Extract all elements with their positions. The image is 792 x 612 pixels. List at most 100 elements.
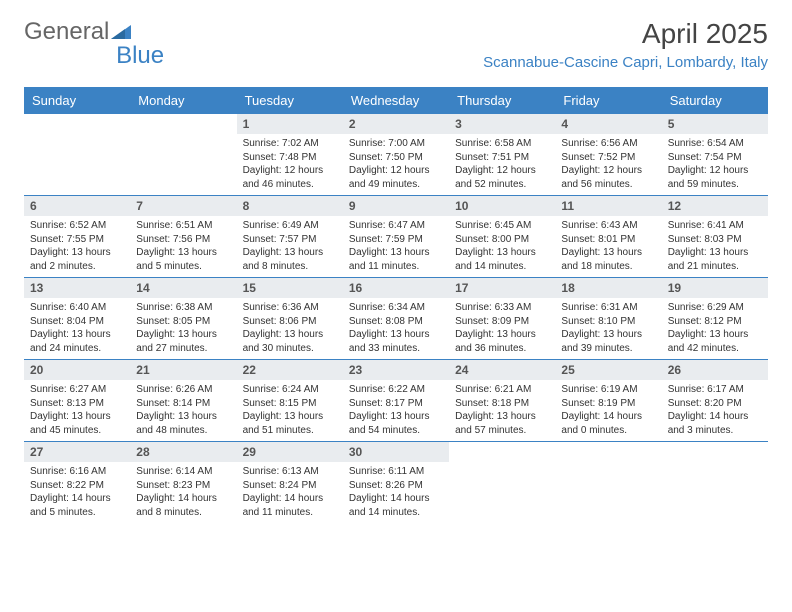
day-cell: 12Sunrise: 6:41 AMSunset: 8:03 PMDayligh…: [662, 196, 768, 278]
day-content: Sunrise: 6:51 AMSunset: 7:56 PMDaylight:…: [130, 216, 236, 277]
day-cell: 11Sunrise: 6:43 AMSunset: 8:01 PMDayligh…: [555, 196, 661, 278]
day-cell: [449, 442, 555, 523]
day-number: 6: [24, 196, 130, 216]
day-number: 12: [662, 196, 768, 216]
day-number: 8: [237, 196, 343, 216]
day-cell: 23Sunrise: 6:22 AMSunset: 8:17 PMDayligh…: [343, 360, 449, 442]
day-content: Sunrise: 6:14 AMSunset: 8:23 PMDaylight:…: [130, 462, 236, 523]
day-number: 25: [555, 360, 661, 380]
day-content: Sunrise: 6:49 AMSunset: 7:57 PMDaylight:…: [237, 216, 343, 277]
day-cell: 2Sunrise: 7:00 AMSunset: 7:50 PMDaylight…: [343, 114, 449, 196]
day-content: Sunrise: 6:58 AMSunset: 7:51 PMDaylight:…: [449, 134, 555, 195]
day-content: Sunrise: 6:43 AMSunset: 8:01 PMDaylight:…: [555, 216, 661, 277]
day-cell: 24Sunrise: 6:21 AMSunset: 8:18 PMDayligh…: [449, 360, 555, 442]
logo-triangle-icon: [111, 23, 133, 41]
day-cell: 6Sunrise: 6:52 AMSunset: 7:55 PMDaylight…: [24, 196, 130, 278]
day-number: 1: [237, 114, 343, 134]
day-number: 5: [662, 114, 768, 134]
day-number: 20: [24, 360, 130, 380]
day-cell: 10Sunrise: 6:45 AMSunset: 8:00 PMDayligh…: [449, 196, 555, 278]
day-content: Sunrise: 6:33 AMSunset: 8:09 PMDaylight:…: [449, 298, 555, 359]
day-content: Sunrise: 6:26 AMSunset: 8:14 PMDaylight:…: [130, 380, 236, 441]
day-number: 11: [555, 196, 661, 216]
day-cell: 21Sunrise: 6:26 AMSunset: 8:14 PMDayligh…: [130, 360, 236, 442]
day-number: 3: [449, 114, 555, 134]
day-cell: [555, 442, 661, 523]
day-number: 16: [343, 278, 449, 298]
day-cell: 3Sunrise: 6:58 AMSunset: 7:51 PMDaylight…: [449, 114, 555, 196]
day-number: 14: [130, 278, 236, 298]
day-cell: 18Sunrise: 6:31 AMSunset: 8:10 PMDayligh…: [555, 278, 661, 360]
day-cell: 20Sunrise: 6:27 AMSunset: 8:13 PMDayligh…: [24, 360, 130, 442]
day-content: Sunrise: 6:41 AMSunset: 8:03 PMDaylight:…: [662, 216, 768, 277]
title-block: April 2025 Scannabue-Cascine Capri, Lomb…: [483, 18, 768, 71]
day-content: Sunrise: 6:22 AMSunset: 8:17 PMDaylight:…: [343, 380, 449, 441]
day-cell: 30Sunrise: 6:11 AMSunset: 8:26 PMDayligh…: [343, 442, 449, 523]
day-cell: 19Sunrise: 6:29 AMSunset: 8:12 PMDayligh…: [662, 278, 768, 360]
day-content: Sunrise: 6:52 AMSunset: 7:55 PMDaylight:…: [24, 216, 130, 277]
day-number: 13: [24, 278, 130, 298]
day-content: Sunrise: 7:00 AMSunset: 7:50 PMDaylight:…: [343, 134, 449, 195]
day-cell: [130, 114, 236, 196]
day-content: Sunrise: 6:45 AMSunset: 8:00 PMDaylight:…: [449, 216, 555, 277]
day-number: 26: [662, 360, 768, 380]
day-number: 7: [130, 196, 236, 216]
day-number: 10: [449, 196, 555, 216]
day-header: Saturday: [662, 87, 768, 114]
logo-text-blue-row: General Blue: [24, 42, 164, 70]
day-cell: 26Sunrise: 6:17 AMSunset: 8:20 PMDayligh…: [662, 360, 768, 442]
day-header: Monday: [130, 87, 236, 114]
day-number: 21: [130, 360, 236, 380]
day-cell: 27Sunrise: 6:16 AMSunset: 8:22 PMDayligh…: [24, 442, 130, 523]
day-number: 24: [449, 360, 555, 380]
day-cell: 22Sunrise: 6:24 AMSunset: 8:15 PMDayligh…: [237, 360, 343, 442]
day-content: Sunrise: 6:56 AMSunset: 7:52 PMDaylight:…: [555, 134, 661, 195]
day-cell: 14Sunrise: 6:38 AMSunset: 8:05 PMDayligh…: [130, 278, 236, 360]
day-number: 4: [555, 114, 661, 134]
day-number: 18: [555, 278, 661, 298]
day-cell: 5Sunrise: 6:54 AMSunset: 7:54 PMDaylight…: [662, 114, 768, 196]
week-row: 6Sunrise: 6:52 AMSunset: 7:55 PMDaylight…: [24, 196, 768, 278]
day-cell: 7Sunrise: 6:51 AMSunset: 7:56 PMDaylight…: [130, 196, 236, 278]
day-content: Sunrise: 6:24 AMSunset: 8:15 PMDaylight:…: [237, 380, 343, 441]
month-title: April 2025: [483, 18, 768, 50]
week-row: 20Sunrise: 6:27 AMSunset: 8:13 PMDayligh…: [24, 360, 768, 442]
week-row: 27Sunrise: 6:16 AMSunset: 8:22 PMDayligh…: [24, 442, 768, 523]
day-number: 22: [237, 360, 343, 380]
day-content: Sunrise: 6:16 AMSunset: 8:22 PMDaylight:…: [24, 462, 130, 523]
logo-text-blue: Blue: [116, 42, 164, 69]
day-cell: 28Sunrise: 6:14 AMSunset: 8:23 PMDayligh…: [130, 442, 236, 523]
day-of-week-row: SundayMondayTuesdayWednesdayThursdayFrid…: [24, 87, 768, 114]
day-cell: 8Sunrise: 6:49 AMSunset: 7:57 PMDaylight…: [237, 196, 343, 278]
day-number: 27: [24, 442, 130, 462]
day-content: Sunrise: 6:47 AMSunset: 7:59 PMDaylight:…: [343, 216, 449, 277]
day-header: Tuesday: [237, 87, 343, 114]
week-row: 1Sunrise: 7:02 AMSunset: 7:48 PMDaylight…: [24, 114, 768, 196]
day-cell: 9Sunrise: 6:47 AMSunset: 7:59 PMDaylight…: [343, 196, 449, 278]
day-content: Sunrise: 7:02 AMSunset: 7:48 PMDaylight:…: [237, 134, 343, 195]
day-cell: 17Sunrise: 6:33 AMSunset: 8:09 PMDayligh…: [449, 278, 555, 360]
day-content: Sunrise: 6:38 AMSunset: 8:05 PMDaylight:…: [130, 298, 236, 359]
day-number: 17: [449, 278, 555, 298]
calendar-table: SundayMondayTuesdayWednesdayThursdayFrid…: [24, 87, 768, 523]
day-number: 15: [237, 278, 343, 298]
day-number: 19: [662, 278, 768, 298]
day-cell: [24, 114, 130, 196]
day-cell: 1Sunrise: 7:02 AMSunset: 7:48 PMDaylight…: [237, 114, 343, 196]
day-number: 28: [130, 442, 236, 462]
day-header: Friday: [555, 87, 661, 114]
day-cell: 4Sunrise: 6:56 AMSunset: 7:52 PMDaylight…: [555, 114, 661, 196]
day-cell: 25Sunrise: 6:19 AMSunset: 8:19 PMDayligh…: [555, 360, 661, 442]
day-cell: 15Sunrise: 6:36 AMSunset: 8:06 PMDayligh…: [237, 278, 343, 360]
day-number: 23: [343, 360, 449, 380]
day-content: Sunrise: 6:11 AMSunset: 8:26 PMDaylight:…: [343, 462, 449, 523]
day-header: Thursday: [449, 87, 555, 114]
day-content: Sunrise: 6:31 AMSunset: 8:10 PMDaylight:…: [555, 298, 661, 359]
day-content: Sunrise: 6:54 AMSunset: 7:54 PMDaylight:…: [662, 134, 768, 195]
week-row: 13Sunrise: 6:40 AMSunset: 8:04 PMDayligh…: [24, 278, 768, 360]
day-cell: 13Sunrise: 6:40 AMSunset: 8:04 PMDayligh…: [24, 278, 130, 360]
day-content: Sunrise: 6:34 AMSunset: 8:08 PMDaylight:…: [343, 298, 449, 359]
day-content: Sunrise: 6:27 AMSunset: 8:13 PMDaylight:…: [24, 380, 130, 441]
day-content: Sunrise: 6:21 AMSunset: 8:18 PMDaylight:…: [449, 380, 555, 441]
day-content: Sunrise: 6:40 AMSunset: 8:04 PMDaylight:…: [24, 298, 130, 359]
